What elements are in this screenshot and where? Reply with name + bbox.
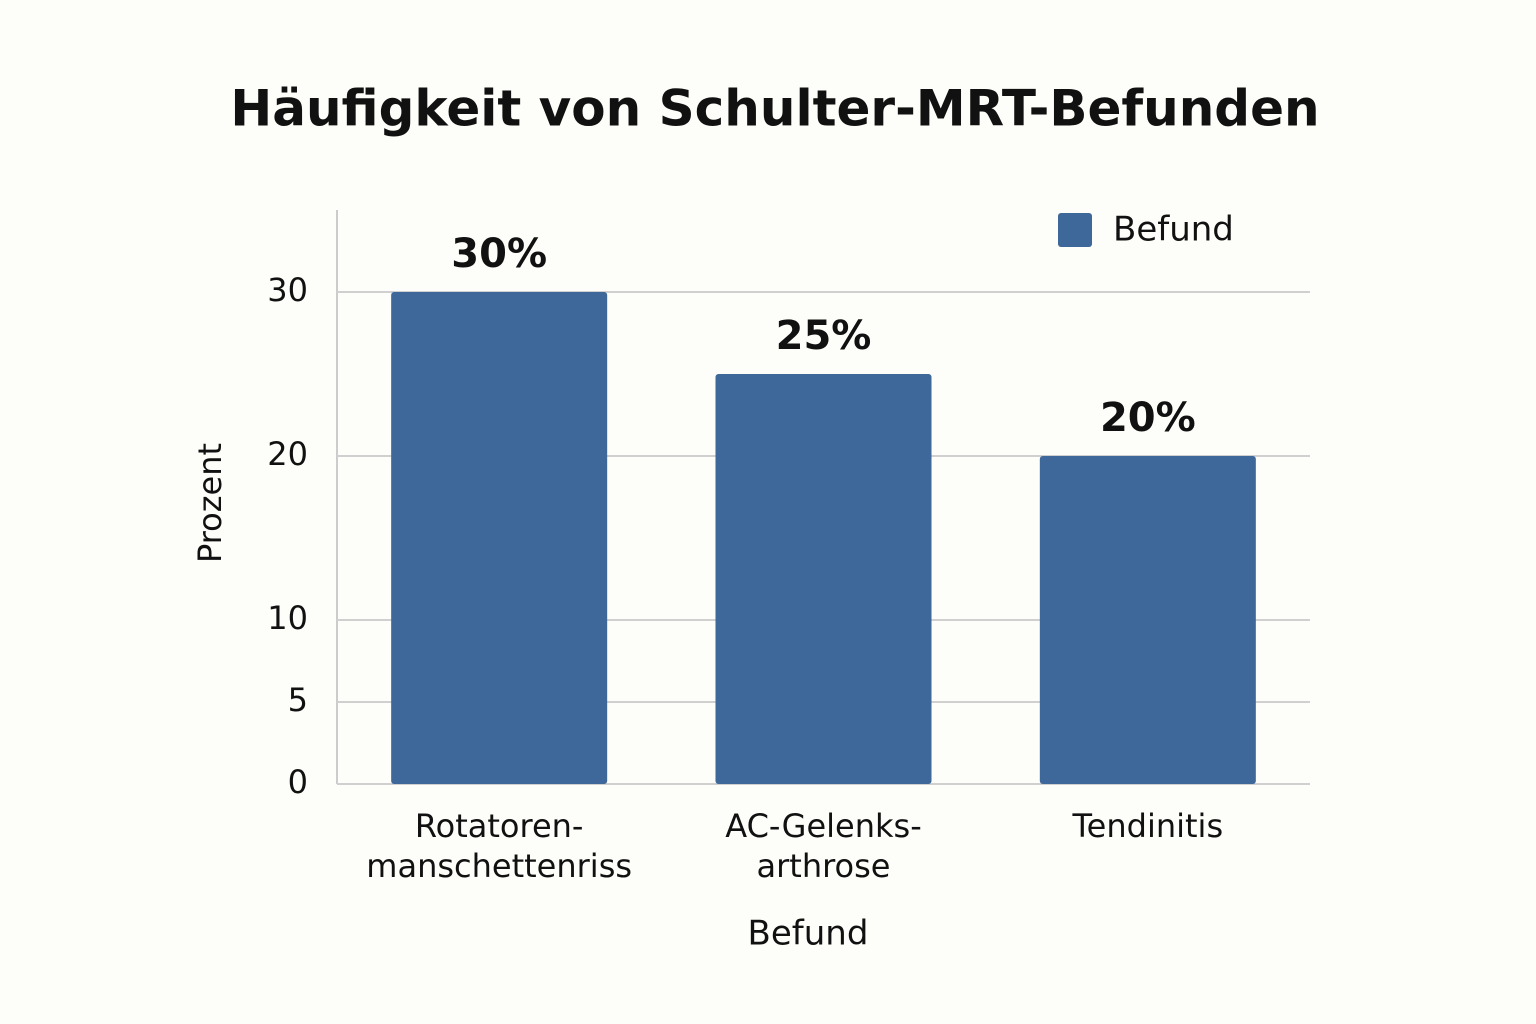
x-tick-label: Tendinitis (1072, 807, 1224, 845)
chart-title: Häufigkeit von Schulter-MRT-Befunden (230, 80, 1319, 138)
x-tick-label: manschettenriss (366, 847, 632, 885)
data-label: 20% (1100, 395, 1196, 441)
legend-label: Befund (1113, 210, 1234, 250)
bar (391, 292, 608, 784)
y-tick-label: 20 (267, 435, 308, 473)
y-tick-label: 10 (267, 599, 308, 637)
x-tick-label: AC-Gelenks- (725, 807, 921, 845)
bar (1039, 456, 1256, 784)
y-tick-label: 0 (288, 763, 308, 801)
y-tick-label: 30 (267, 271, 308, 309)
x-axis-label: Befund (748, 914, 869, 954)
legend-swatch (1058, 213, 1092, 247)
y-tick-label: 5 (288, 681, 308, 719)
x-tick-label: arthrose (757, 847, 891, 885)
y-axis-label: Prozent (191, 443, 229, 563)
x-tick-label: Rotatoren- (415, 807, 584, 845)
bar (715, 374, 932, 784)
data-label: 30% (451, 231, 547, 277)
data-label: 25% (776, 313, 872, 359)
